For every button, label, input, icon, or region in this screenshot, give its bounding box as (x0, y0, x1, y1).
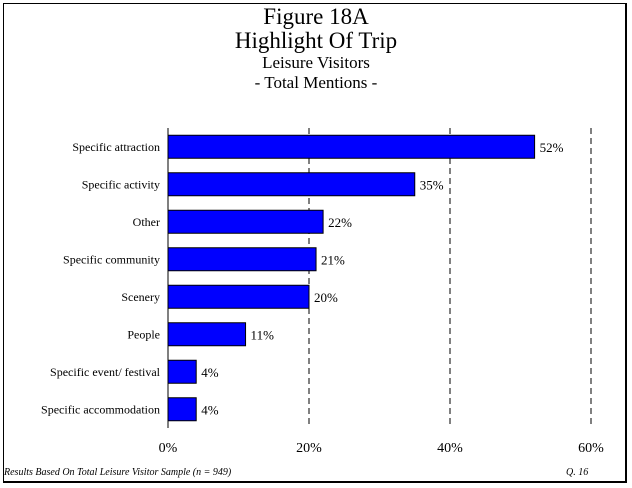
category-label-3: Specific community (63, 252, 160, 266)
bar-5 (167, 322, 247, 347)
value-label-7: 4% (201, 402, 219, 417)
bar-7 (167, 397, 197, 422)
category-label-4: Scenery (121, 290, 160, 304)
category-label-6: Specific event/ festival (50, 365, 161, 379)
x-tick-label-0: 0% (159, 441, 178, 456)
value-label-5: 11% (251, 327, 275, 342)
footer-note: Results Based On Total Leisure Visitor S… (4, 467, 232, 478)
chart-subtitle-3: - Total Mentions - (254, 73, 378, 92)
category-label-5: People (127, 327, 160, 341)
chart-title: Figure 18A (263, 4, 369, 29)
footer-question-ref: Q. 16 (566, 467, 589, 478)
bar-4 (167, 284, 310, 309)
bar-1 (167, 172, 416, 197)
value-label-3: 21% (321, 252, 345, 267)
value-label-4: 20% (314, 290, 338, 305)
value-label-0: 52% (540, 140, 564, 155)
category-label-2: Other (133, 215, 160, 229)
category-label-0: Specific attraction (72, 140, 160, 154)
bar-0 (167, 134, 536, 159)
x-tick-label-20: 20% (296, 441, 322, 456)
category-label-7: Specific accommodation (41, 402, 160, 416)
value-label-1: 35% (420, 177, 444, 192)
chart-subtitle-2: Leisure Visitors (262, 53, 370, 72)
category-label-1: Specific activity (82, 177, 160, 191)
value-label-2: 22% (328, 215, 352, 230)
value-label-6: 4% (201, 365, 219, 380)
chart-subtitle-1: Highlight Of Trip (234, 28, 398, 53)
chart-title-block: Figure 18A Highlight Of Trip Leisure Vis… (0, 4, 632, 93)
x-tick-label-40: 40% (437, 441, 463, 456)
x-tick-label-60: 60% (578, 441, 604, 456)
bar-3 (167, 247, 317, 272)
chart-frame (3, 3, 627, 483)
bar-2 (167, 209, 324, 234)
bar-6 (167, 359, 197, 384)
